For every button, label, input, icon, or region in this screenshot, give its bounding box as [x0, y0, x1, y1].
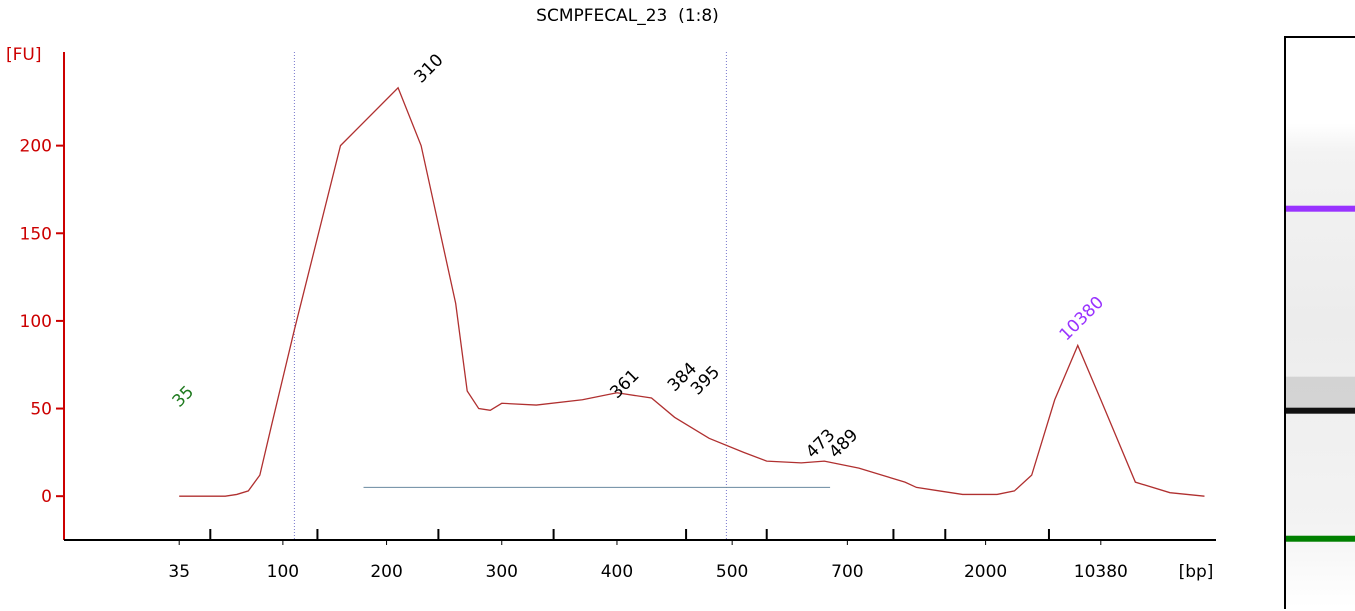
peak-label: 310 — [411, 50, 448, 87]
y-tick-label: 150 — [20, 224, 52, 244]
chart-title: SCMPFECAL_23 (1:8) — [536, 6, 719, 26]
peak-label: 35 — [169, 382, 198, 411]
gel-marker-band — [1286, 205, 1355, 212]
trace-line — [179, 86, 1205, 497]
gel-background — [1286, 38, 1355, 607]
y-tick-label: 200 — [20, 137, 52, 157]
axes: [FU] 0 50 100 150 200 35 100 200 300 400 500 700 2000… — [6, 45, 1216, 582]
guide-lines — [293, 52, 831, 540]
x-tick-label: 35 — [168, 562, 190, 582]
y-tick-label: 0 — [41, 487, 52, 507]
gel-smear — [1286, 376, 1355, 411]
x-tick-label: 200 — [370, 562, 402, 582]
x-tick-label: 400 — [601, 562, 633, 582]
y-tick-label: 100 — [20, 312, 52, 332]
peak-label: 361 — [606, 366, 643, 403]
gel-sample-band — [1286, 407, 1355, 414]
x-tick-label: 300 — [486, 562, 518, 582]
trace — [179, 86, 1205, 497]
gel-lane-image — [1284, 36, 1355, 609]
x-tick-label: 700 — [831, 562, 863, 582]
y-tick-label: 50 — [30, 400, 52, 420]
y-axis-label: [FU] — [6, 45, 42, 65]
x-tick-label: 2000 — [964, 562, 1007, 582]
x-tick-label: 10380 — [1074, 562, 1128, 582]
gel-marker-band — [1286, 535, 1355, 542]
peak-label: 489 — [825, 425, 862, 462]
x-tick-label: 100 — [267, 562, 299, 582]
x-axis-label: [bp] — [1179, 562, 1214, 582]
electropherogram-chart: [FU] 0 50 100 150 200 35 100 200 300 400 500 700 2000… — [6, 45, 1216, 582]
x-tick-label: 500 — [716, 562, 748, 582]
peak-label: 10380 — [1056, 293, 1108, 345]
